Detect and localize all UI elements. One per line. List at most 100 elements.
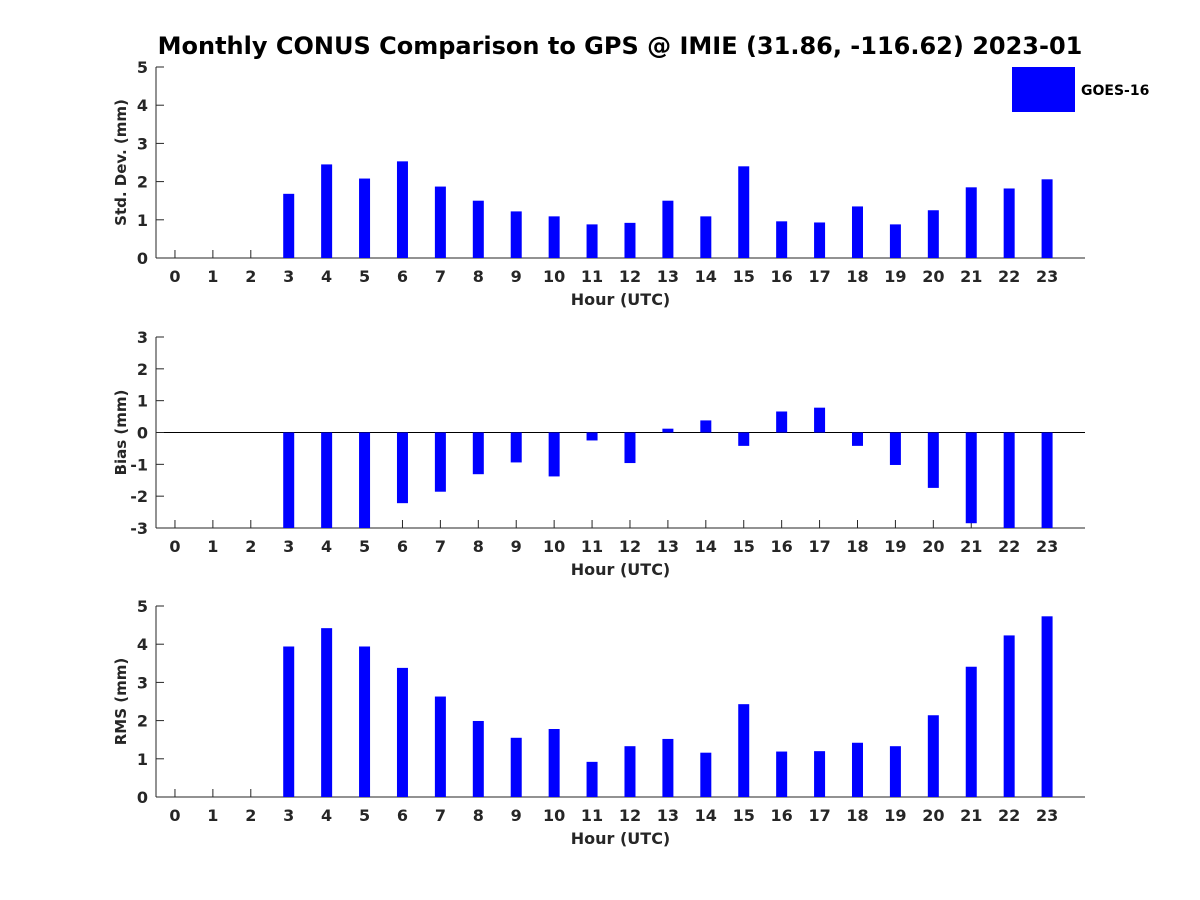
x-tick-label: 15 <box>733 806 755 825</box>
y-tick-label: -3 <box>130 519 148 538</box>
x-tick-label: 9 <box>511 537 522 556</box>
y-tick-label: 3 <box>137 328 148 347</box>
x-tick-label: 23 <box>1036 806 1058 825</box>
x-tick-label: 8 <box>473 806 484 825</box>
x-tick-label: 17 <box>808 537 830 556</box>
x-tick-label: 5 <box>359 806 370 825</box>
bar <box>548 729 560 797</box>
y-tick-label: 5 <box>137 597 148 616</box>
y-tick-label: 1 <box>137 750 148 769</box>
x-tick-label: 14 <box>695 267 717 286</box>
bar <box>624 746 636 797</box>
x-tick-label: 16 <box>771 537 793 556</box>
x-tick-label: 4 <box>321 537 332 556</box>
x-tick-label: 19 <box>884 806 906 825</box>
y-tick-label: 2 <box>137 173 148 192</box>
x-tick-label: 9 <box>511 267 522 286</box>
x-tick-label: 5 <box>359 537 370 556</box>
bar <box>396 432 408 504</box>
bar <box>814 407 826 433</box>
bar <box>776 221 788 258</box>
x-tick-label: 4 <box>321 806 332 825</box>
x-tick-label: 2 <box>245 267 256 286</box>
x-tick-label: 14 <box>695 537 717 556</box>
bar <box>927 715 939 797</box>
y-tick-label: 5 <box>137 58 148 77</box>
bar <box>624 222 636 258</box>
bar <box>662 428 674 433</box>
legend-label: GOES-16 <box>1081 83 1149 99</box>
bar <box>359 432 371 528</box>
x-tick-label: 12 <box>619 267 641 286</box>
x-tick-label: 13 <box>657 267 679 286</box>
x-tick-label: 17 <box>808 806 830 825</box>
bar <box>889 432 901 465</box>
x-tick-label: 11 <box>581 267 603 286</box>
bar <box>283 193 295 258</box>
bar <box>472 200 484 258</box>
x-tick-label: 16 <box>771 267 793 286</box>
legend: GOES-16 <box>1012 67 1149 112</box>
y-axis-label: Bias (mm) <box>112 390 130 476</box>
bar <box>510 737 522 797</box>
x-tick-label: 3 <box>283 806 294 825</box>
y-tick-label: 0 <box>137 424 148 443</box>
x-axis-label: Hour (UTC) <box>571 290 671 309</box>
y-tick-label: -2 <box>130 487 148 506</box>
y-tick-label: -1 <box>130 455 148 474</box>
y-axis-label: Std. Dev. (mm) <box>112 99 130 226</box>
x-tick-label: 9 <box>511 806 522 825</box>
x-tick-label: 21 <box>960 537 982 556</box>
bar <box>965 187 977 258</box>
y-tick-label: 0 <box>137 249 148 268</box>
y-tick-label: 3 <box>137 673 148 692</box>
bar <box>472 432 484 475</box>
x-tick-label: 20 <box>922 537 944 556</box>
x-tick-label: 10 <box>543 537 565 556</box>
bar <box>1003 188 1015 258</box>
y-tick-label: 0 <box>137 788 148 807</box>
x-tick-label: 0 <box>169 806 180 825</box>
x-tick-label: 19 <box>884 537 906 556</box>
bar <box>1003 432 1015 528</box>
bar <box>586 432 598 441</box>
y-axis-label: RMS (mm) <box>112 658 130 745</box>
bar <box>510 211 522 258</box>
bar <box>434 186 446 258</box>
legend-swatch <box>1012 67 1075 112</box>
bar <box>1041 432 1053 528</box>
bar <box>548 432 560 477</box>
bar <box>1041 179 1053 258</box>
x-tick-label: 7 <box>435 806 446 825</box>
bar <box>359 178 371 258</box>
y-tick-label: 1 <box>137 211 148 230</box>
x-tick-label: 13 <box>657 537 679 556</box>
x-tick-label: 15 <box>733 267 755 286</box>
bar <box>889 746 901 797</box>
bar <box>396 667 408 797</box>
x-tick-label: 12 <box>619 537 641 556</box>
x-tick-label: 20 <box>922 267 944 286</box>
x-tick-label: 18 <box>846 537 868 556</box>
x-tick-label: 19 <box>884 267 906 286</box>
y-tick-label: 2 <box>137 360 148 379</box>
x-tick-label: 7 <box>435 267 446 286</box>
x-tick-label: 14 <box>695 806 717 825</box>
y-tick-label: 4 <box>137 96 148 115</box>
x-tick-label: 22 <box>998 537 1020 556</box>
bar <box>662 200 674 258</box>
x-tick-label: 2 <box>245 806 256 825</box>
bar <box>814 751 826 797</box>
bar <box>738 432 750 446</box>
bar <box>624 432 636 464</box>
bar <box>776 411 788 433</box>
bar <box>359 646 371 797</box>
x-tick-label: 6 <box>397 537 408 556</box>
x-tick-label: 20 <box>922 806 944 825</box>
x-tick-label: 3 <box>283 267 294 286</box>
y-tick-label: 3 <box>137 134 148 153</box>
x-tick-label: 0 <box>169 537 180 556</box>
x-tick-label: 22 <box>998 806 1020 825</box>
bar <box>776 751 788 797</box>
